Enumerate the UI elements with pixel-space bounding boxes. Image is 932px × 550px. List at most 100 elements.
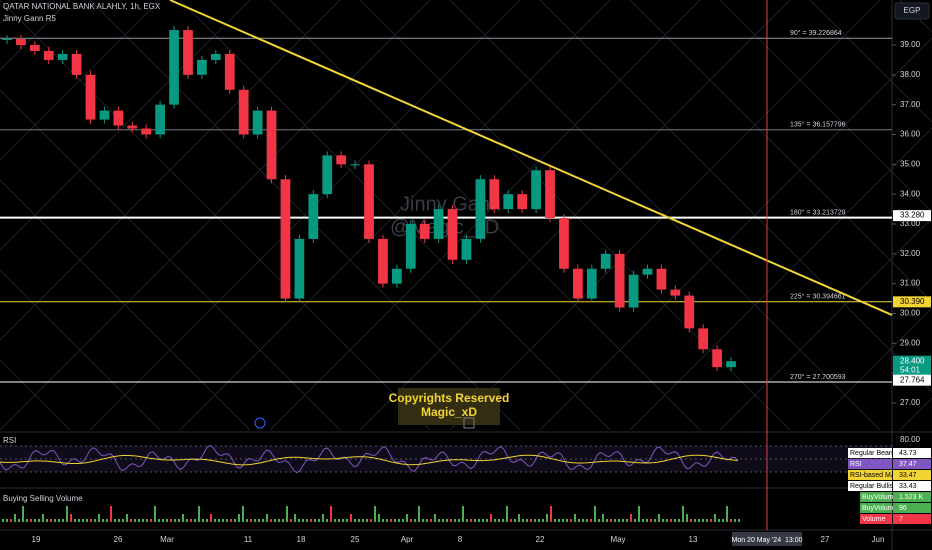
event-icon[interactable] — [254, 417, 266, 429]
volume-bar — [262, 519, 264, 522]
price-label: 30.00 — [900, 309, 921, 318]
volume-bar — [238, 514, 240, 522]
volume-bar — [306, 519, 308, 522]
volume-bar — [42, 514, 44, 522]
volume-bar — [134, 519, 136, 522]
volume-bar — [678, 519, 680, 522]
price-label: 31.00 — [900, 279, 921, 288]
volume-bar — [706, 519, 708, 522]
volume-bar — [162, 519, 164, 522]
volume-bar — [714, 514, 716, 522]
volume-bar — [74, 519, 76, 522]
time-label: 18 — [297, 535, 306, 544]
volume-bar — [546, 514, 548, 522]
volume-bar — [586, 519, 588, 522]
volume-bar — [610, 519, 612, 522]
time-label: Mar — [160, 535, 174, 544]
volume-bar — [534, 519, 536, 522]
volume-bar — [486, 519, 488, 522]
volume-bar — [314, 519, 316, 522]
volume-bar — [646, 519, 648, 522]
price-label: 33.00 — [900, 219, 921, 228]
legend-box — [860, 514, 892, 524]
legend-name: BuyVolume% — [862, 505, 904, 512]
time-label: 26 — [114, 535, 123, 544]
volume-bar — [482, 519, 484, 522]
candle — [391, 268, 402, 284]
trend-line — [169, 0, 893, 316]
volume-bar — [698, 519, 700, 522]
candle — [405, 223, 416, 269]
candle — [600, 253, 611, 269]
indicator-title: Jinny Gann R5 — [3, 14, 56, 23]
currency: EGP — [904, 6, 921, 15]
volume-bar — [234, 519, 236, 522]
volume-bar — [694, 519, 696, 522]
volume-bar — [654, 519, 656, 522]
volume-bar — [230, 519, 232, 522]
time-label: Jun — [872, 535, 885, 544]
volume-bar — [182, 514, 184, 522]
volume-bar — [490, 514, 492, 522]
candle — [308, 194, 319, 239]
volume-bar — [474, 519, 476, 522]
volume-bar — [734, 519, 736, 522]
volume-bar — [298, 519, 300, 522]
volume-bar — [210, 514, 212, 522]
volume-bar — [378, 514, 380, 522]
time-axis: 19 26 Mar 11 18 25 Apr 8 22 May 13 27 Jun Mon 20 May … — [32, 532, 885, 546]
volume-bar — [154, 506, 156, 522]
volume-bar — [726, 506, 728, 522]
volume-bar — [510, 519, 512, 522]
volume-bar — [638, 506, 640, 522]
candle — [350, 164, 360, 166]
value-box — [893, 448, 931, 458]
volume-bar — [206, 519, 208, 522]
volume-bar — [10, 519, 12, 522]
volume-bar — [282, 519, 284, 522]
price-label: 34.00 — [900, 189, 921, 198]
grid-line — [0, 0, 341, 341]
level-label: 180° = 33.213729 — [790, 208, 846, 216]
volume-bar — [26, 519, 28, 522]
legend-value: 37.47 — [899, 461, 917, 468]
volume-bar — [658, 514, 660, 522]
candle — [447, 209, 458, 260]
volume-bar — [466, 519, 468, 522]
price-label: 36.00 — [900, 130, 921, 139]
volume-bar — [394, 519, 396, 522]
time-label: 25 — [351, 535, 360, 544]
volume-bar — [110, 506, 112, 522]
volume-bar — [738, 519, 740, 522]
candle — [364, 164, 374, 239]
time-label: 27 — [821, 535, 830, 544]
currency-button[interactable] — [894, 2, 930, 20]
volume-bar — [462, 506, 464, 522]
volume-bar — [446, 519, 448, 522]
candle — [210, 53, 221, 60]
volume-bar — [398, 519, 400, 522]
volume-bar — [346, 519, 348, 522]
volume-bar — [686, 514, 688, 522]
volume-bar — [630, 514, 632, 522]
badge-label: 27.764 — [900, 375, 925, 384]
volume-bar — [498, 519, 500, 522]
event-icon[interactable] — [463, 417, 475, 429]
candle — [475, 179, 486, 239]
candle — [252, 110, 263, 135]
candle — [517, 194, 528, 210]
candle — [559, 218, 569, 269]
volume-bar — [158, 519, 160, 522]
volume-bar — [574, 514, 576, 522]
candle — [531, 170, 541, 210]
volume-bar — [146, 519, 148, 522]
copyright: Magic_xD — [421, 405, 477, 419]
volume-pane: Buying Selling Volume BuyVolume 1.523 K Buy… — [2, 492, 931, 524]
candle — [224, 53, 235, 90]
legend-box — [848, 470, 892, 480]
volume-bar — [186, 519, 188, 522]
volume-bar — [122, 519, 124, 522]
legend-value: 1.523 K — [899, 494, 923, 501]
volume-bar — [254, 519, 256, 522]
